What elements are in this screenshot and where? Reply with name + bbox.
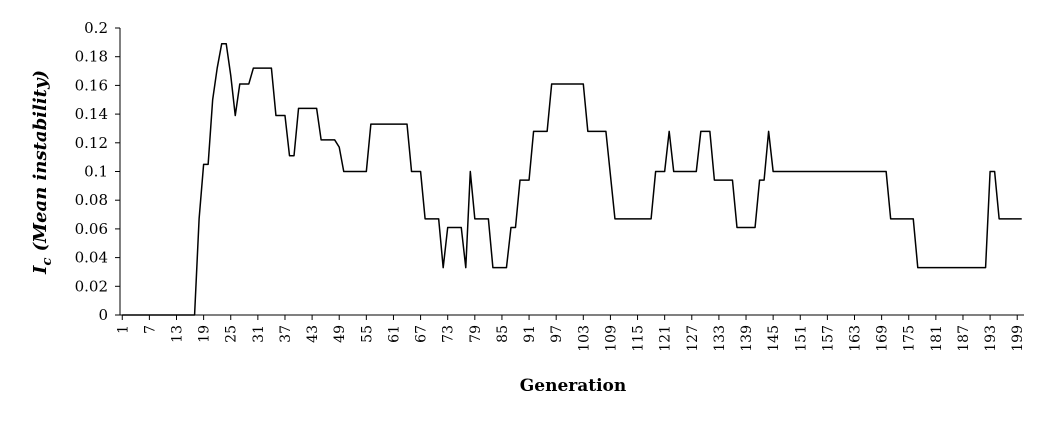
x-tick-label: 67 (414, 325, 430, 343)
y-axis-title-symbol: I (30, 265, 51, 275)
x-tick-label: 175 (902, 325, 918, 352)
y-axis-title: Ic (Mean instability) (30, 70, 55, 275)
x-tick-label: 37 (278, 325, 294, 343)
x-tick-label: 181 (929, 325, 945, 352)
x-tick-label: 121 (658, 325, 674, 352)
y-tick-label: 0.2 (84, 19, 108, 37)
x-tick-label: 91 (522, 325, 538, 343)
x-tick-label: 19 (197, 325, 213, 343)
x-tick-label: 73 (441, 325, 457, 343)
x-tick-label: 31 (251, 325, 267, 343)
y-tick-label: 0.1 (84, 163, 108, 181)
y-tick-label: 0.12 (75, 134, 108, 152)
series-group (122, 43, 1022, 316)
x-tick-label: 1 (115, 325, 131, 334)
x-tick-label: 13 (170, 325, 186, 343)
x-tick-label: 7 (142, 325, 158, 334)
x-tick-label: 115 (631, 325, 647, 352)
y-tick-label: 0.14 (75, 105, 108, 123)
y-tick-label: 0 (98, 306, 108, 324)
x-tick-label: 85 (495, 325, 511, 343)
y-tick-label: 0.02 (75, 277, 108, 295)
x-tick-label: 79 (468, 325, 484, 343)
x-tick-label: 61 (386, 325, 402, 343)
y-axis-title-subscript: c (40, 258, 55, 266)
x-tick-label: 169 (875, 325, 891, 352)
x-axis-title: Generation (520, 376, 627, 396)
x-tick-label: 157 (820, 325, 836, 352)
y-tick-label: 0.04 (75, 249, 108, 267)
x-tick-label: 55 (359, 325, 375, 343)
series-line-0 (122, 43, 1022, 316)
x-tick-label: 145 (766, 325, 782, 352)
x-tick-label: 163 (848, 325, 864, 352)
y-tick-label: 0.16 (75, 76, 108, 94)
x-tick-label: 193 (983, 325, 999, 352)
x-axis: 1 7 13 19 25 31 37 43 49 55 61 67 73 79 85 91 97 103 109 11… (115, 314, 1026, 352)
y-tick-label: 0.06 (75, 220, 108, 238)
x-tick-label: 199 (1010, 325, 1026, 352)
x-tick-label: 133 (712, 325, 728, 352)
x-tick-label: 109 (603, 325, 619, 352)
y-axis: 0 0.02 0.04 0.06 0.08 0.1 0.12 0.14 0.16 0.18 0.2 (75, 19, 121, 324)
x-tick-label: 43 (305, 325, 321, 343)
x-tick-label: 103 (576, 325, 592, 352)
x-tick-label: 139 (739, 325, 755, 352)
x-tick-label: 127 (685, 325, 701, 352)
x-tick-label: 25 (224, 325, 240, 343)
x-tick-label: 187 (956, 325, 972, 352)
y-tick-label: 0.18 (75, 48, 108, 66)
x-tick-label: 151 (793, 325, 809, 352)
x-tick-label: 97 (549, 325, 565, 343)
x-tick-label: 49 (332, 325, 348, 343)
y-tick-label: 0.08 (75, 191, 108, 209)
y-axis-title-text: (Mean instability) (30, 70, 51, 258)
